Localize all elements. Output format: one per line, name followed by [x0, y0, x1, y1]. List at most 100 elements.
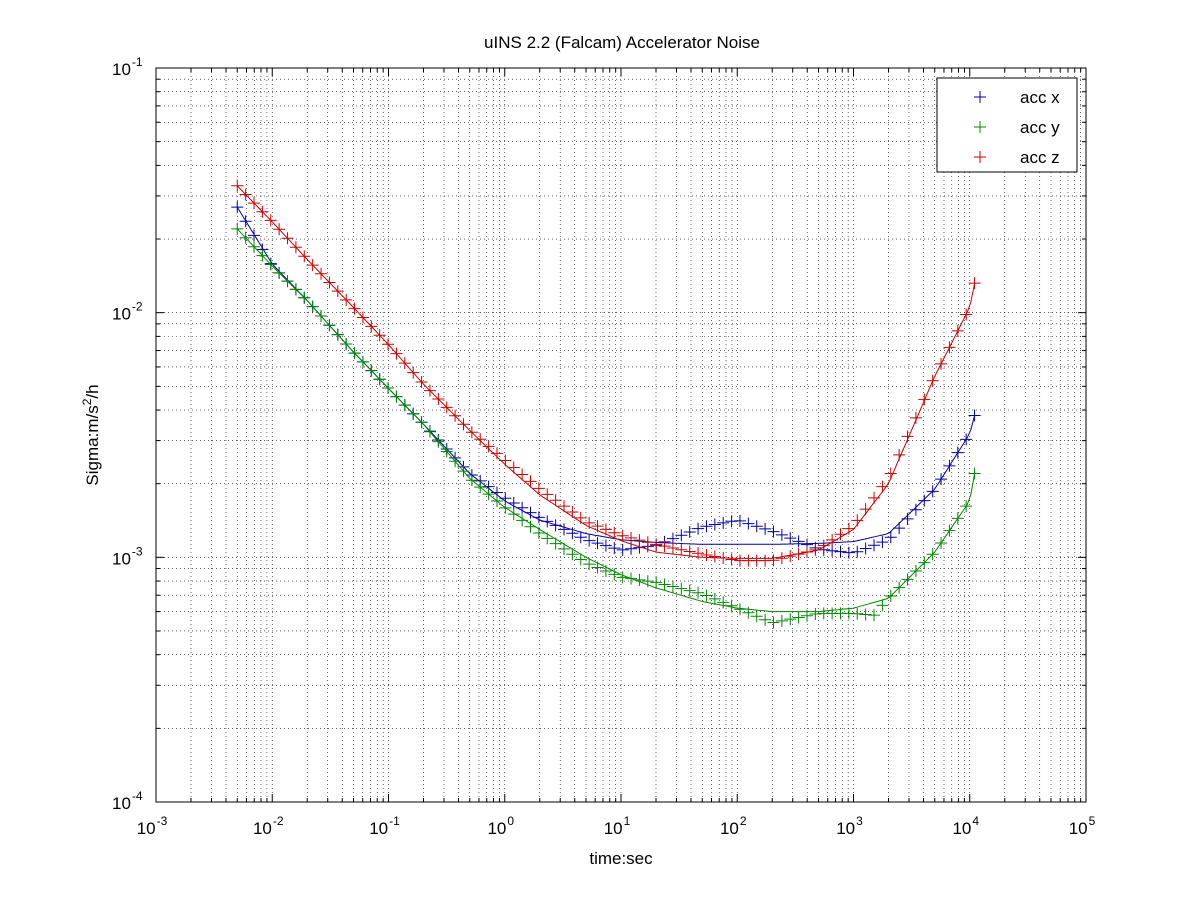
data-point-acc-y: [331, 328, 344, 341]
data-point-acc-x: [532, 511, 545, 524]
data-point-acc-z: [566, 506, 579, 519]
data-point-acc-z: [415, 376, 428, 389]
data-point-acc-z: [541, 488, 554, 501]
data-point-acc-x: [625, 542, 638, 555]
data-point-acc-z: [432, 393, 445, 406]
x-tick-label: 102: [720, 814, 747, 838]
data-point-acc-x: [784, 532, 797, 545]
data-point-acc-z: [625, 531, 638, 544]
legend-marker-acc-y: [974, 121, 986, 133]
data-point-acc-x: [507, 497, 520, 510]
data-point-acc-z: [281, 232, 294, 245]
data-point-acc-y: [708, 592, 721, 605]
data-point-acc-x: [566, 527, 579, 540]
data-point-acc-z: [574, 511, 587, 524]
data-point-acc-x: [876, 536, 889, 549]
data-point-acc-x: [549, 519, 562, 532]
data-point-acc-y: [365, 364, 378, 377]
series-acc-y: [231, 222, 981, 629]
y-axis-label: Sigma:m/s2/h: [80, 384, 102, 485]
data-point-acc-y: [943, 524, 956, 537]
data-point-acc-z: [859, 503, 872, 516]
y-tick-label: 10-1: [112, 55, 143, 79]
data-point-acc-z: [792, 548, 805, 561]
data-point-acc-z: [298, 250, 311, 263]
data-point-acc-y: [465, 474, 478, 487]
data-point-acc-y: [901, 573, 914, 586]
y-tick-label: 10-3: [112, 544, 143, 568]
data-point-acc-y: [348, 347, 361, 360]
data-point-acc-x: [968, 409, 981, 422]
data-point-acc-z: [348, 302, 361, 315]
data-point-acc-x: [960, 433, 973, 446]
data-point-acc-z: [474, 433, 487, 446]
data-point-acc-z: [800, 545, 813, 558]
data-point-acc-x: [926, 485, 939, 498]
data-point-acc-y: [256, 249, 269, 262]
data-point-acc-y: [457, 465, 470, 478]
data-point-acc-x: [516, 501, 529, 514]
data-point-acc-x: [935, 473, 948, 486]
data-point-acc-y: [675, 582, 688, 595]
data-point-acc-z: [516, 468, 529, 481]
data-point-acc-y: [382, 382, 395, 395]
data-point-acc-x: [918, 494, 931, 507]
data-point-acc-z: [599, 523, 612, 536]
legend-box: [936, 77, 1078, 173]
data-point-acc-y: [893, 581, 906, 594]
data-point-acc-z: [650, 538, 663, 551]
data-point-acc-y: [415, 416, 428, 429]
data-point-acc-x: [583, 534, 596, 547]
data-point-acc-y: [717, 596, 730, 609]
x-tick-label: 101: [604, 814, 631, 838]
data-point-acc-z: [692, 547, 705, 560]
legend-label-acc-y: acc y: [1020, 118, 1060, 137]
data-point-acc-y: [683, 584, 696, 597]
y-tick-label: 10-4: [112, 789, 143, 813]
data-point-acc-z: [641, 536, 654, 549]
data-point-acc-x: [834, 545, 847, 558]
series-layer: [231, 179, 981, 629]
data-point-acc-x: [909, 503, 922, 516]
data-point-acc-y: [767, 616, 780, 629]
x-tick-labels: 10-3 10-2 10-1 100 101 102 103 104 105: [137, 814, 1096, 838]
data-point-acc-y: [733, 603, 746, 616]
data-point-acc-z: [407, 366, 420, 379]
data-point-acc-y: [273, 266, 286, 279]
data-point-acc-x: [951, 446, 964, 459]
data-point-acc-z: [507, 461, 520, 474]
data-point-acc-z: [708, 550, 721, 563]
data-point-acc-x: [708, 518, 721, 531]
data-point-acc-z: [340, 293, 353, 306]
data-point-acc-y: [742, 606, 755, 619]
data-point-acc-y: [524, 520, 537, 533]
data-point-acc-z: [876, 480, 889, 493]
data-point-acc-z: [909, 411, 922, 424]
data-point-acc-z: [700, 548, 713, 561]
data-point-acc-y: [784, 613, 797, 626]
data-point-acc-z: [918, 393, 931, 406]
data-point-acc-z: [633, 534, 646, 547]
data-point-acc-x: [767, 525, 780, 538]
data-point-acc-y: [340, 337, 353, 350]
data-point-acc-z: [725, 553, 738, 566]
data-point-acc-y: [692, 586, 705, 599]
data-point-acc-y: [558, 542, 571, 555]
data-point-acc-x: [608, 542, 621, 555]
data-point-acc-x: [775, 528, 788, 541]
data-point-acc-z: [306, 259, 319, 272]
data-point-acc-z: [423, 384, 436, 397]
data-point-acc-y: [449, 455, 462, 468]
data-point-acc-y: [926, 548, 939, 561]
data-point-acc-y: [323, 319, 336, 332]
data-point-acc-y: [775, 614, 788, 627]
data-point-acc-y: [248, 240, 261, 253]
data-point-acc-x: [868, 539, 881, 552]
data-point-acc-x: [859, 542, 872, 555]
grid-lines: [156, 68, 1086, 802]
data-point-acc-z: [315, 267, 328, 280]
data-point-acc-x: [524, 506, 537, 519]
data-point-acc-z: [893, 448, 906, 461]
data-point-acc-z: [784, 550, 797, 563]
